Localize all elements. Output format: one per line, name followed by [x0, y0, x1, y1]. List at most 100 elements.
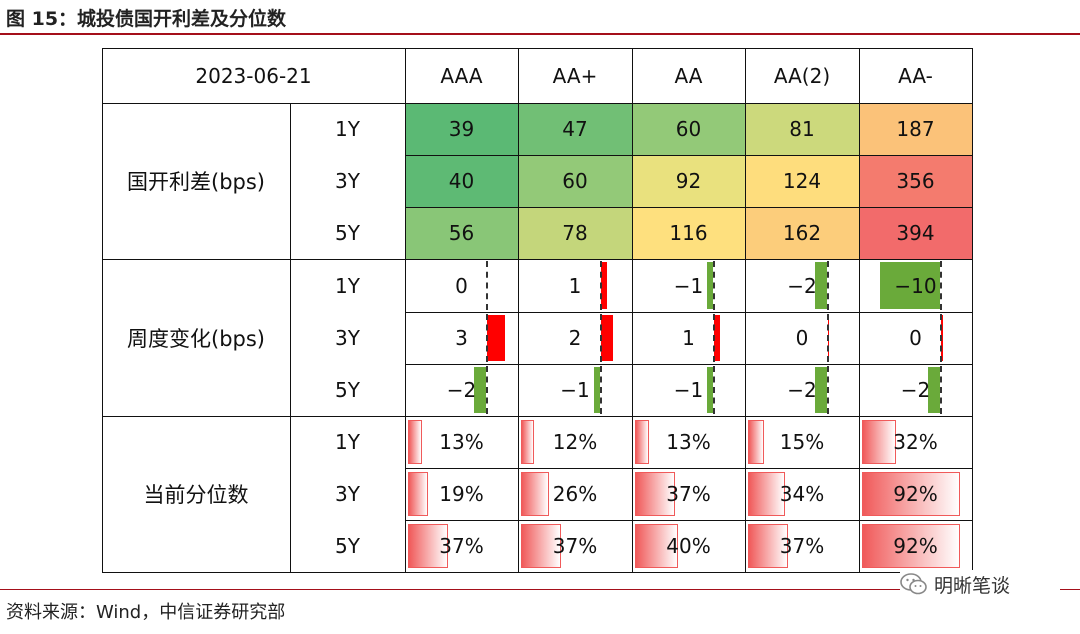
- data-cell: 0: [405, 259, 518, 312]
- zero-axis-line: [486, 314, 489, 362]
- data-cell: 47: [518, 103, 632, 155]
- column-header: AA-: [898, 63, 933, 88]
- percentile-bar: [635, 472, 675, 516]
- cell-value: 1: [682, 326, 695, 350]
- data-cell: 56: [405, 207, 518, 259]
- grid-line: [290, 103, 291, 573]
- data-cell: 124: [745, 155, 859, 207]
- grid-line: [102, 259, 973, 260]
- data-cell: 40: [405, 155, 518, 207]
- change-bar: [601, 315, 614, 361]
- cell-value: −2: [787, 378, 817, 402]
- zero-axis-line: [486, 261, 489, 310]
- watermark: 明晰笔谈: [900, 570, 1060, 598]
- data-cell: 356: [859, 155, 972, 207]
- tenor-label: 1Y: [335, 273, 360, 298]
- zero-axis-line: [940, 261, 943, 310]
- cell-value: 40: [448, 169, 475, 193]
- tenor-label: 3Y: [335, 482, 360, 506]
- cell-value: 47: [562, 117, 588, 141]
- tenor-label: 3Y: [335, 169, 360, 193]
- section-label: 国开利差(bps): [127, 170, 265, 194]
- cell-value: 13%: [439, 430, 484, 454]
- percentile-bar: [635, 420, 649, 464]
- zero-axis-line: [600, 314, 603, 362]
- section-label: 当前分位数: [143, 483, 249, 507]
- data-cell: 162: [745, 207, 859, 259]
- data-cell: 81: [745, 103, 859, 155]
- cell-value: 39: [448, 117, 475, 141]
- tenor-label: 3Y: [335, 326, 360, 350]
- cell-value: 92%: [893, 534, 938, 558]
- percentile-bar: [408, 524, 448, 568]
- percentile-bar: [408, 472, 429, 516]
- grid-line: [405, 312, 973, 313]
- grid-line: [405, 364, 973, 365]
- data-cell: 32%: [859, 416, 972, 468]
- spread-table: 2023-06-21 AAA AA+ AA AA(2) AA- 国开利差(bps) 1Y 39 4…: [102, 48, 973, 573]
- data-cell: 187: [859, 103, 972, 155]
- grid-line: [102, 103, 973, 104]
- cell-value: 394: [896, 221, 935, 245]
- data-cell: 2: [518, 312, 632, 364]
- wechat-icon: [900, 573, 927, 595]
- grid-line: [405, 207, 973, 208]
- tenor-label: 1Y: [335, 430, 360, 454]
- cell-value: 162: [782, 221, 822, 245]
- data-cell: 0: [859, 312, 972, 364]
- cell-value: 34%: [779, 482, 825, 506]
- change-bar: [474, 367, 487, 413]
- cell-value: 13%: [666, 430, 711, 454]
- percentile-bar: [521, 524, 561, 568]
- data-cell: 0: [745, 312, 859, 364]
- data-cell: 78: [518, 207, 632, 259]
- grid-line: [102, 416, 973, 417]
- cell-value: 187: [896, 117, 935, 141]
- cell-value: −10: [894, 273, 937, 298]
- zero-axis-line: [713, 261, 716, 310]
- change-bar: [815, 367, 828, 413]
- data-cell: 60: [632, 103, 745, 155]
- cell-value: 0: [455, 273, 468, 298]
- grid-line: [405, 468, 973, 469]
- tenor-label: 5Y: [335, 221, 360, 245]
- change-bar: [707, 367, 714, 413]
- data-cell: 37%: [632, 468, 745, 520]
- zero-axis-line: [940, 314, 943, 362]
- cell-value: 32%: [893, 430, 938, 454]
- data-cell: 26%: [518, 468, 632, 520]
- zero-axis-line: [940, 366, 943, 414]
- percentile-bar: [748, 420, 765, 464]
- tenor-label: 5Y: [335, 378, 360, 402]
- cell-value: 356: [896, 169, 935, 193]
- cell-value: 37%: [779, 534, 825, 558]
- data-cell: −10: [859, 259, 972, 312]
- cell-value: 2: [568, 326, 582, 350]
- percentile-bar: [748, 524, 788, 568]
- cell-value: 37%: [666, 482, 711, 506]
- zero-axis-line: [827, 366, 830, 414]
- source-rule: [0, 589, 1080, 590]
- percentile-bar: [408, 420, 422, 464]
- data-cell: 92: [632, 155, 745, 207]
- grid-line: [632, 48, 633, 573]
- cell-value: 12%: [552, 430, 598, 454]
- grid-line: [405, 520, 973, 521]
- zero-axis-line: [713, 366, 716, 414]
- cell-value: 19%: [439, 482, 484, 506]
- data-cell: 60: [518, 155, 632, 207]
- source-note: 资料来源：Wind，中信证券研究部: [6, 602, 286, 623]
- data-cell: 37%: [405, 520, 518, 572]
- zero-axis-line: [827, 314, 830, 362]
- column-header: AA: [674, 63, 703, 88]
- cell-value: 60: [562, 169, 588, 193]
- header-date: 2023-06-21: [195, 63, 312, 88]
- data-cell: 3: [405, 312, 518, 364]
- zero-axis-line: [713, 314, 716, 362]
- cell-value: 81: [789, 117, 815, 141]
- cell-value: 124: [782, 169, 822, 193]
- data-cell: −2: [745, 259, 859, 312]
- percentile-bar: [635, 524, 678, 568]
- title-rule: [0, 33, 1080, 35]
- data-cell: 116: [632, 207, 745, 259]
